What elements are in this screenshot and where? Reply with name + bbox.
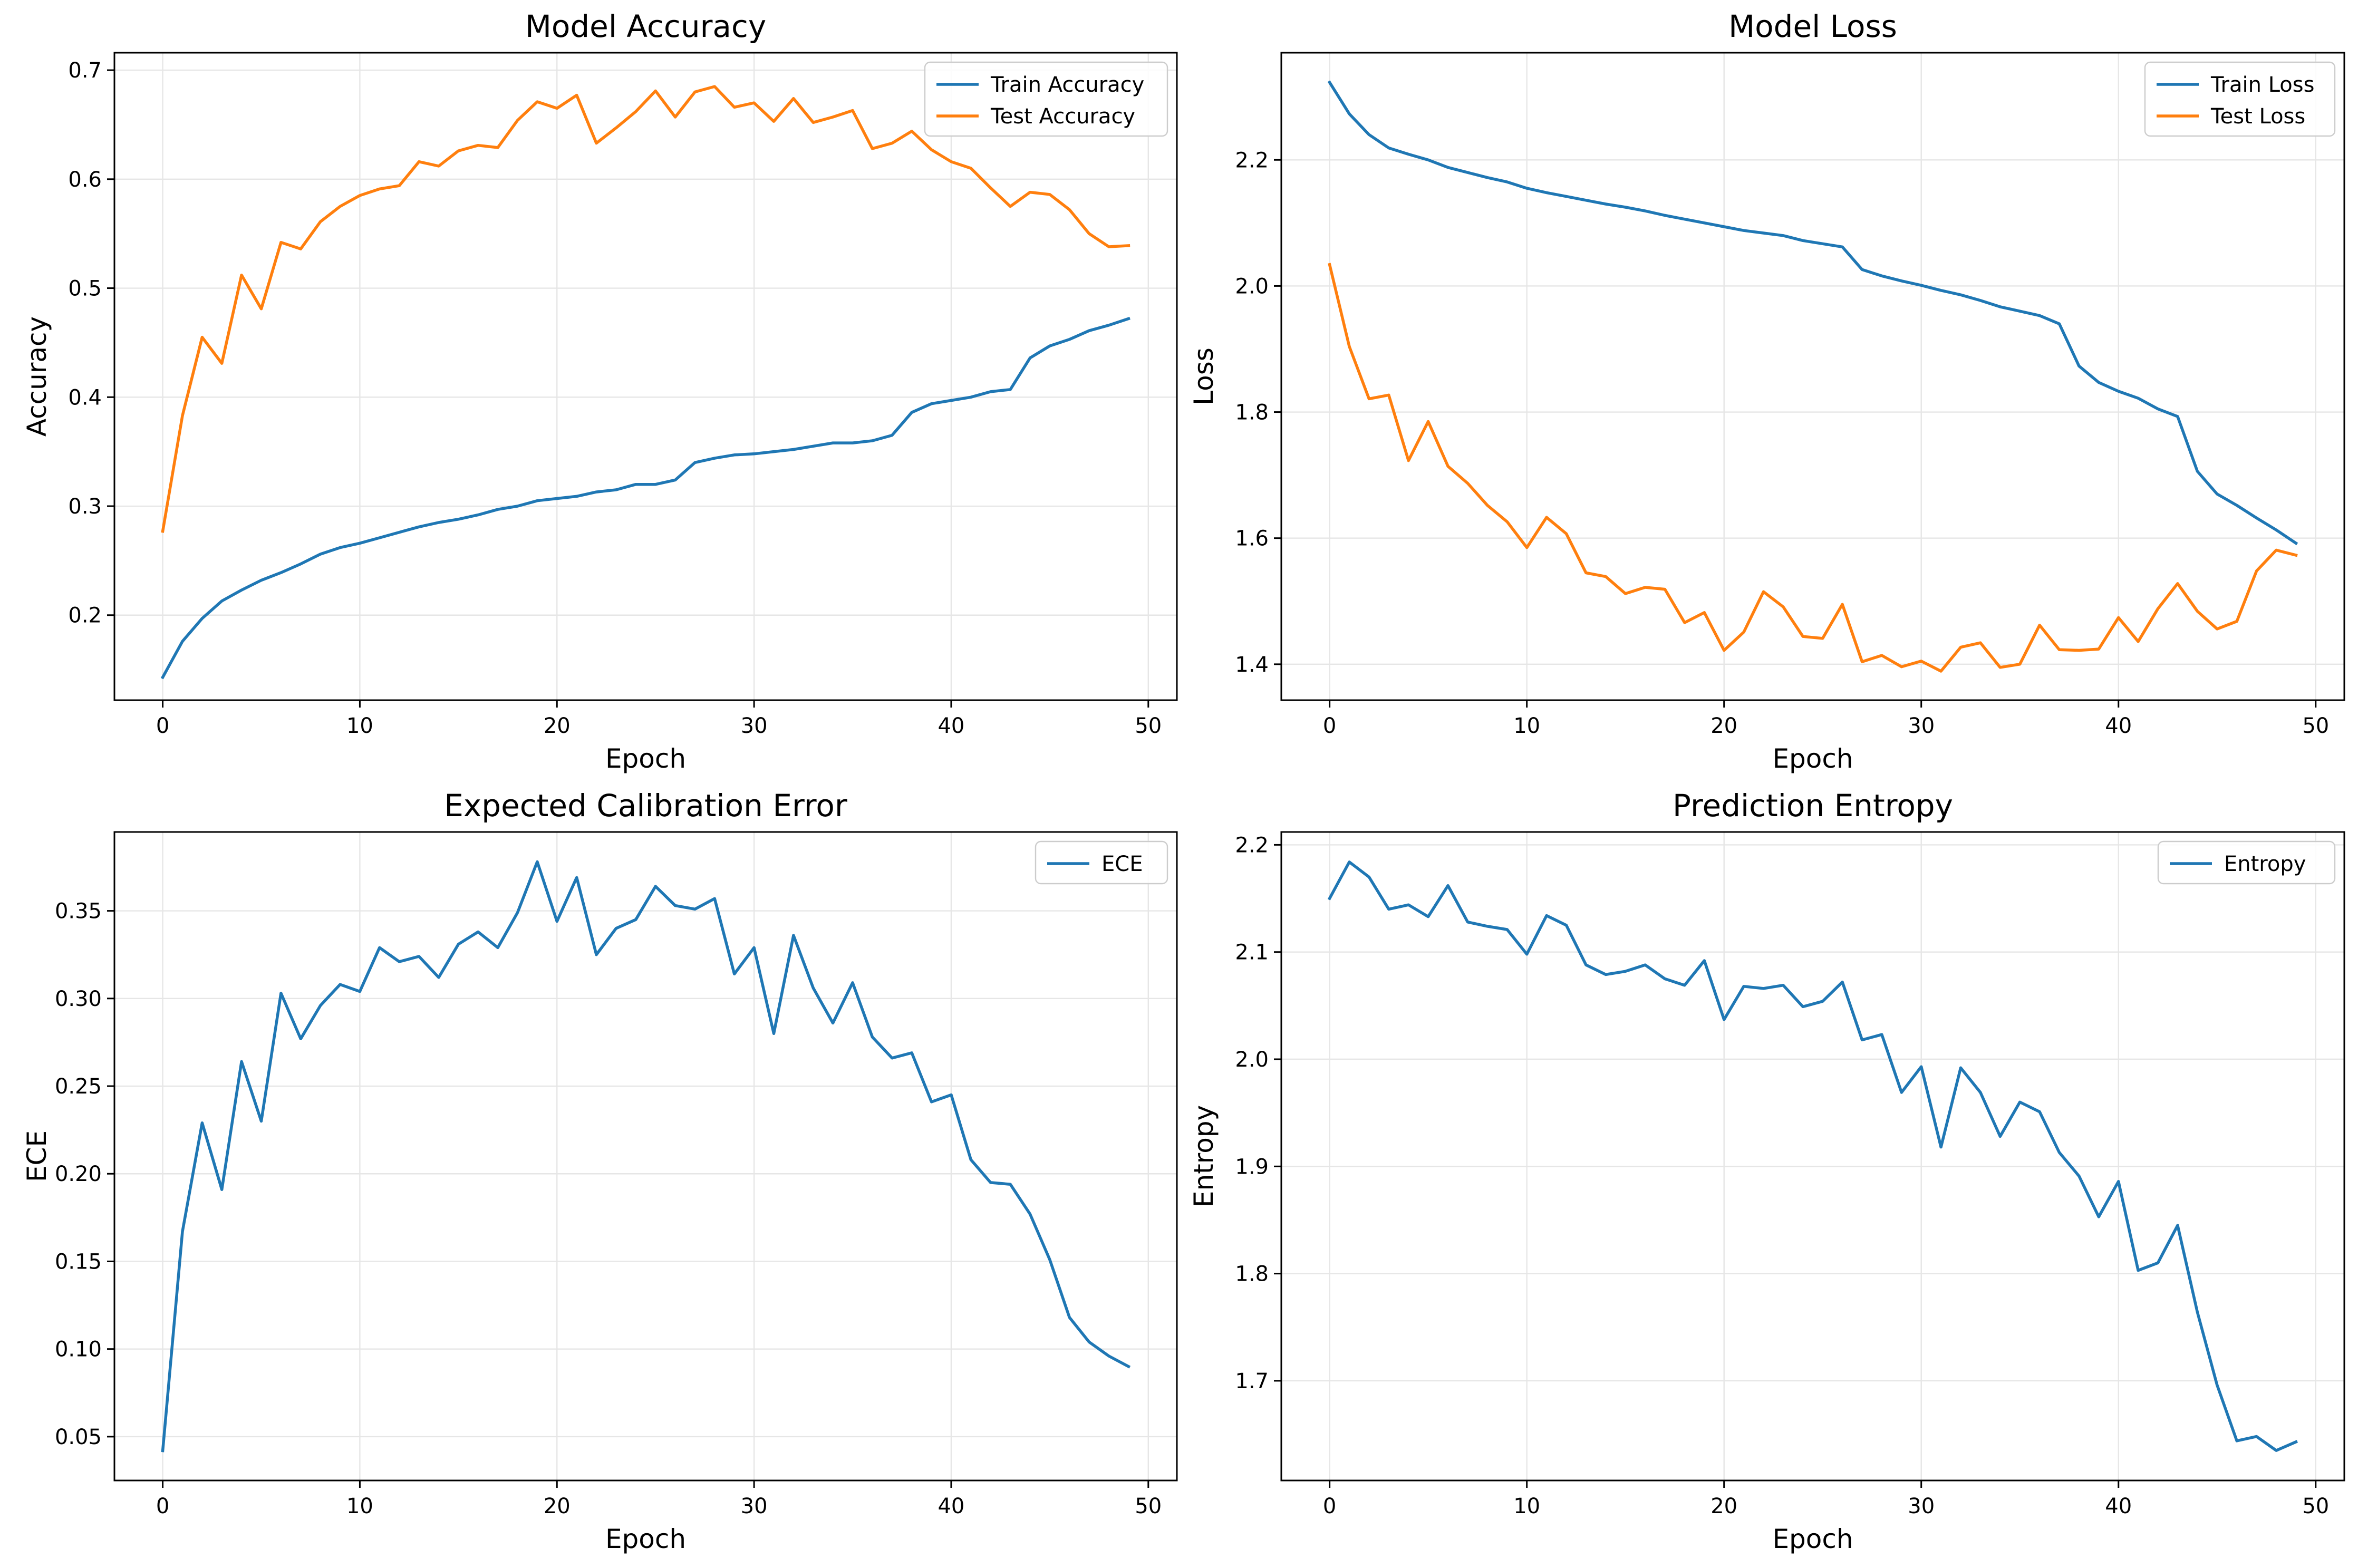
x-tick-label: 50 <box>2302 1494 2329 1518</box>
y-tick-label: 1.8 <box>1235 401 1269 425</box>
legend-entry: Test Accuracy <box>990 104 1135 129</box>
plot-frame <box>113 52 1178 701</box>
x-tick-label: 40 <box>938 1494 964 1518</box>
y-tick-label: 0.20 <box>55 1162 102 1186</box>
y-tick-label: 2.2 <box>1235 833 1269 857</box>
series-line-test-accuracy <box>161 85 1130 533</box>
series-line-ece <box>161 860 1131 1453</box>
x-axis-label: Epoch <box>1772 1524 1853 1554</box>
y-tick-label: 0.25 <box>55 1075 102 1099</box>
x-tick-label: 0 <box>1323 714 1336 738</box>
chart-panel-4: 0 10 20 30 40 50 1.7 1.8 1.9 2.0 2.1 2.2 Prediction … <box>1188 788 2345 1554</box>
y-tick-label: 0.7 <box>68 59 102 83</box>
y-tick-label: 0.6 <box>68 168 102 192</box>
y-axis-label: Accuracy <box>22 316 52 437</box>
y-tick-label: 2.2 <box>1235 148 1269 172</box>
legend: Train Loss Test Loss <box>2144 61 2336 137</box>
chart-title: Prediction Entropy <box>1673 788 1953 824</box>
legend: Train Accuracy Test Accuracy <box>924 61 1168 137</box>
legend: Entropy <box>2157 840 2336 885</box>
y-axis-label: Entropy <box>1188 1105 1219 1207</box>
legend-entry: Entropy <box>2224 852 2306 876</box>
y-tick-label: 2.0 <box>1235 1048 1269 1072</box>
x-tick-label: 20 <box>544 714 571 738</box>
legend-box <box>2157 840 2336 885</box>
y-tick-label: 1.6 <box>1235 527 1269 551</box>
y-tick-label: 0.30 <box>55 987 102 1011</box>
x-tick-label: 20 <box>1710 714 1737 738</box>
x-tick-label: 0 <box>1323 1494 1336 1518</box>
y-tick-label: 0.3 <box>68 495 102 519</box>
x-tick-label: 40 <box>2105 1494 2132 1518</box>
plot-frame <box>1280 52 2345 701</box>
x-tick-label: 0 <box>156 1494 169 1518</box>
x-tick-label: 40 <box>2105 714 2132 738</box>
x-tick-label: 10 <box>346 1494 373 1518</box>
chart-title: Expected Calibration Error <box>444 788 847 824</box>
y-tick-label: 0.4 <box>68 385 102 410</box>
y-tick-label: 1.4 <box>1235 653 1269 677</box>
x-tick-label: 30 <box>1908 714 1935 738</box>
y-tick-label: 1.7 <box>1235 1369 1269 1393</box>
x-tick-label: 20 <box>544 1494 571 1518</box>
legend-entry: Test Loss <box>2210 104 2305 129</box>
x-tick-label: 40 <box>938 714 964 738</box>
x-tick-label: 20 <box>1710 1494 1737 1518</box>
x-tick-label: 50 <box>1135 1494 1162 1518</box>
x-tick-label: 10 <box>1513 1494 1540 1518</box>
plot-frame <box>113 831 1178 1482</box>
legend-entry: ECE <box>1101 852 1143 876</box>
x-tick-label: 0 <box>156 714 169 738</box>
x-tick-label: 30 <box>1908 1494 1935 1518</box>
y-tick-label: 0.05 <box>55 1425 102 1449</box>
y-axis-label: Loss <box>1188 347 1219 405</box>
x-tick-label: 50 <box>1135 714 1162 738</box>
y-tick-label: 0.10 <box>55 1338 102 1362</box>
legend-entry: Train Accuracy <box>990 73 1144 97</box>
y-tick-label: 1.8 <box>1235 1262 1269 1286</box>
y-tick-label: 0.15 <box>55 1250 102 1274</box>
y-tick-label: 1.9 <box>1235 1155 1269 1179</box>
series-line-entropy <box>1327 860 2298 1452</box>
legend: ECE <box>1035 840 1168 885</box>
x-axis-label: Epoch <box>605 1524 686 1554</box>
x-tick-label: 30 <box>741 1494 768 1518</box>
x-tick-label: 10 <box>346 714 373 738</box>
x-tick-label: 30 <box>741 714 768 738</box>
y-axis-label: ECE <box>22 1130 52 1182</box>
y-tick-label: 2.0 <box>1235 274 1269 298</box>
x-axis-label: Epoch <box>605 743 686 774</box>
y-tick-label: 0.2 <box>68 604 102 628</box>
x-tick-label: 10 <box>1513 714 1540 738</box>
legend-box <box>1035 840 1168 885</box>
plot-frame <box>1280 831 2345 1482</box>
chart-title: Model Loss <box>1728 8 1897 44</box>
x-axis-label: Epoch <box>1772 743 1853 774</box>
legend-box <box>2144 61 2336 137</box>
y-tick-label: 2.1 <box>1235 941 1269 965</box>
chart-panel-3: 0 10 20 30 40 50 0.05 0.10 0.15 0.20 0.25 0.30 0.35 E… <box>22 788 1178 1554</box>
chart-title: Model Accuracy <box>525 8 766 44</box>
series-line-train-accuracy <box>160 316 1130 680</box>
series-line-test-loss <box>1328 263 2298 673</box>
legend-box <box>924 61 1168 137</box>
chart-panel-1: 0 10 20 30 40 50 0.2 0.3 0.4 0.5 0.6 0.7 Model Accur… <box>22 8 1178 774</box>
legend-entry: Train Loss <box>2210 73 2314 97</box>
x-tick-label: 50 <box>2302 714 2329 738</box>
y-tick-label: 0.5 <box>68 277 102 301</box>
y-tick-label: 0.35 <box>55 899 102 924</box>
chart-panel-2: 0 10 20 30 40 50 1.4 1.6 1.8 2.0 2.2 Model Loss Epoc… <box>1188 8 2345 774</box>
series-line-train-loss <box>1327 80 2298 546</box>
